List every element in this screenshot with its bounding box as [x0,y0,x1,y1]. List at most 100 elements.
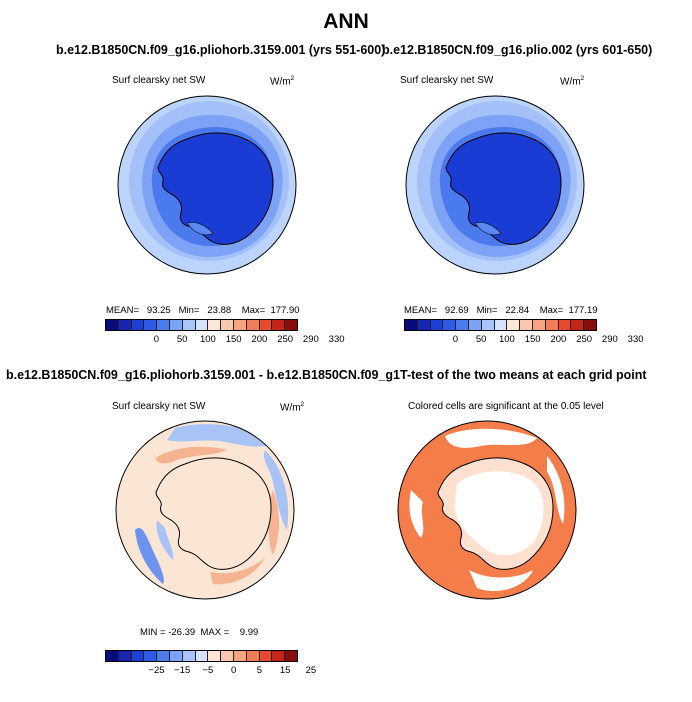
colorbar-tick-label: 250 [576,334,593,345]
colorbar-tick-label: 0 [452,334,459,345]
diff-negative-inner [156,520,174,560]
colorbar-swatch [246,651,260,661]
not-significant-north [445,428,537,448]
panel-1-colorbar [105,319,298,331]
panel-4-title: T-test of the two means at each grid poi… [400,368,647,382]
colorbar-tick-label: 50 [176,334,188,345]
colorbar-swatch [405,320,418,330]
antarctica-landmass [157,132,274,245]
panel-3-map [115,420,295,600]
not-significant-south [469,570,533,592]
panel-1-title: b.e12.B1850CN.f09_g16.pliohorb.3159.001 … [56,43,386,57]
colorbar-tick-label: 200 [550,334,567,345]
colorbar-swatch [233,320,247,330]
panel-2-title: b.e12.B1850CN.f09_g16.plio.002 (yrs 601-… [382,43,653,57]
panel-1-colorbar-ticks: 0 50 100 150 200 250 290 330 [105,334,345,348]
panel-2-stats: MEAN= 92.69 Min= 22.84 Max= 177.19 [404,305,598,316]
antarctica-landmass [445,132,562,245]
colorbar-swatch [208,320,222,330]
colorbar-swatch [144,651,158,661]
colorbar-swatch [221,651,234,661]
colorbar-tick-label: 250 [277,334,294,345]
colorbar-swatch [481,320,495,330]
colorbar-swatch [443,320,457,330]
panel-2-colorbar-ticks: 0 50 100 150 200 250 290 330 [404,334,644,348]
panel-1-variable: Surf clearsky net SW [112,75,206,86]
panel-4-map [397,420,577,600]
colorbar-swatch [246,320,260,330]
panel-1-units: W/m2 [270,75,295,88]
colorbar-swatch [285,651,297,661]
colorbar-tick-label: 0 [231,665,237,676]
panel-2-map [405,95,585,275]
colorbar-tick-label: 25 [305,665,317,676]
colorbar-swatch [233,651,247,661]
colorbar-tick-label: 100 [199,334,216,345]
colorbar-swatch [106,651,119,661]
colorbar-swatch [144,320,158,330]
colorbar-swatch [532,320,546,330]
colorbar-swatch [520,320,533,330]
colorbar-tick-label: 330 [627,334,644,345]
ross-shelf [186,222,214,236]
colorbar-swatch [157,651,170,661]
colorbar-swatch [157,320,170,330]
panel-2-colorbar [404,319,597,331]
colorbar-tick-label: 200 [251,334,268,345]
diff-positive-south [210,558,265,585]
colorbar-swatch [558,320,572,330]
panel-3-stats: MIN = -26.39 MAX = 9.99 [140,627,259,638]
colorbar-tick-label: −25 [148,665,165,676]
colorbar-swatch [169,651,183,661]
colorbar-swatch [182,651,196,661]
colorbar-tick-label: −15 [174,665,191,676]
colorbar-tick-label: 330 [328,334,345,345]
colorbar-swatch [208,651,222,661]
colorbar-swatch [430,320,444,330]
colorbar-tick-label: 5 [256,665,263,676]
colorbar-swatch [468,320,482,330]
colorbar-tick-label: 150 [524,334,541,345]
colorbar-swatch [106,320,119,330]
colorbar-swatch [584,320,596,330]
colorbar-swatch [272,651,286,661]
colorbar-swatch [182,320,196,330]
diff-negative-east [263,450,289,530]
colorbar-swatch [118,320,132,330]
panel-3-colorbar [105,650,298,662]
colorbar-swatch [131,320,145,330]
not-significant-east [547,456,565,524]
panel-3-colorbar-ticks: −25 −15 −5 0 5 15 25 [105,665,316,679]
colorbar-swatch [221,320,234,330]
diff-strong-negative-west [135,527,164,584]
colorbar-swatch [259,320,273,330]
colorbar-swatch [285,320,297,330]
not-significant-west [409,490,424,538]
panel-1-map [117,95,297,275]
colorbar-swatch [169,320,183,330]
colorbar-swatch [571,320,585,330]
panel-4-variable: Colored cells are significant at the 0.0… [408,401,604,412]
colorbar-swatch [417,320,431,330]
diff-positive-north-arc [155,446,227,464]
colorbar-tick-label: 150 [225,334,242,345]
antarctica-white-interior [454,471,544,556]
colorbar-swatch [131,651,145,661]
colorbar-swatch [545,320,559,330]
antarctica-outline [437,457,554,570]
colorbar-swatch [195,320,209,330]
colorbar-tick-label: 290 [302,334,319,345]
panel-3-variable: Surf clearsky net SW [112,401,206,412]
colorbar-swatch [456,320,469,330]
panel-3-title: b.e12.B1850CN.f09_g16.pliohorb.3159.001 … [6,368,400,382]
colorbar-tick-label: −5 [202,665,214,676]
colorbar-swatch [195,651,209,661]
colorbar-swatch [494,320,508,330]
panel-2-units: W/m2 [560,75,585,88]
colorbar-tick-label: 50 [475,334,487,345]
colorbar-swatch [118,651,132,661]
colorbar-swatch [259,651,273,661]
page-title: ANN [323,10,369,33]
colorbar-swatch [507,320,521,330]
antarctica-outline [155,457,272,570]
